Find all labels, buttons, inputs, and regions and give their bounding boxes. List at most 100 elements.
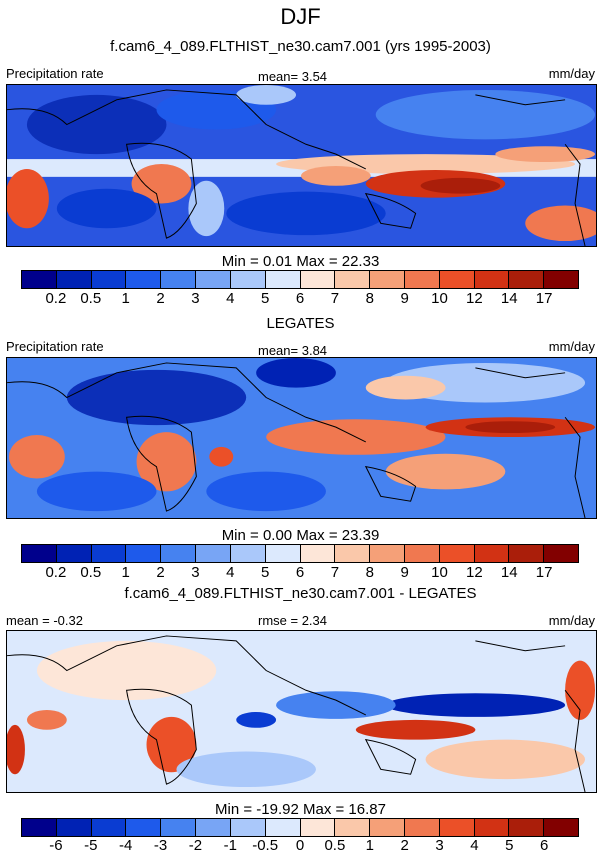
colorbar-swatch [265, 819, 301, 836]
colorbar-tick-label: 6 [295, 290, 305, 307]
panel3-mean-label: mean = -0.32 [6, 613, 83, 628]
colorbar-tick-label: 17 [535, 564, 553, 581]
colorbar-tick-label: 12 [466, 290, 483, 307]
colorbar-tick-label: -0.5 [252, 837, 279, 854]
colorbar-swatch [56, 271, 92, 288]
colorbar-tick-label: 3 [435, 837, 444, 854]
colorbar-tick-label: 4 [226, 564, 235, 581]
panel1-colorbar-ticks: 0.2 0.5 1 2 3 4 5 6 7 8 9 10 12 14 17 [21, 290, 579, 308]
colorbar-tick-label: 14 [500, 564, 518, 581]
colorbar-tick-label: 2 [156, 290, 165, 307]
colorbar-tick-label: 8 [365, 290, 374, 307]
colorbar-tick-label: 3 [191, 290, 200, 307]
panel3-colorbar-ticks: -6 -5 -4 -3 -2 -1 -0.5 0 0.5 1 2 3 4 5 6 [21, 837, 579, 855]
colorbar-swatch [370, 545, 405, 562]
colorbar-swatch [439, 545, 475, 562]
panel2-minmax: Min = 0.00 Max = 23.39 [221, 527, 380, 544]
panel1-colorbar [21, 270, 579, 289]
colorbar-swatch [22, 271, 57, 288]
panel2-units-label: mm/day [548, 339, 595, 354]
panel2-variable-label: Precipitation rate [6, 339, 104, 354]
colorbar-tick-label: 1 [121, 564, 130, 581]
colorbar-tick-label: -4 [118, 837, 133, 854]
colorbar-swatch [230, 271, 266, 288]
colorbar-tick-label: 14 [500, 290, 518, 307]
panel3-map-field [7, 631, 596, 792]
colorbar-swatch [161, 545, 197, 562]
panel2-mean-label: mean= 3.84 [258, 343, 328, 358]
colorbar-tick-label: 1 [121, 290, 130, 307]
colorbar-tick-label: 7 [330, 290, 340, 307]
colorbar-tick-label: 17 [535, 290, 553, 307]
colorbar-swatch [91, 271, 127, 288]
colorbar-swatch [161, 819, 197, 836]
colorbar-swatch [126, 819, 162, 836]
panel1-map-field [7, 85, 596, 246]
colorbar-swatch [370, 819, 405, 836]
colorbar-swatch [230, 819, 266, 836]
colorbar-tick-label: 10 [431, 290, 448, 307]
colorbar-tick-label: 2 [400, 837, 409, 854]
colorbar-swatch [509, 819, 545, 836]
panel2-title: LEGATES [266, 315, 335, 332]
colorbar-swatch [439, 819, 475, 836]
colorbar-tick-label: 0.2 [45, 564, 67, 581]
colorbar-swatch [126, 271, 162, 288]
colorbar-swatch [265, 271, 301, 288]
colorbar-swatch [544, 545, 578, 562]
colorbar-swatch [196, 271, 231, 288]
colorbar-tick-label: 12 [466, 564, 483, 581]
colorbar-swatch [230, 545, 266, 562]
panel1-title: f.cam6_4_089.FLTHIST_ne30.cam7.001 (yrs … [110, 38, 491, 55]
colorbar-swatch [91, 545, 127, 562]
colorbar-swatch [161, 271, 197, 288]
colorbar-swatch [300, 545, 336, 562]
colorbar-tick-label: 0.2 [45, 290, 67, 307]
colorbar-swatch [56, 819, 92, 836]
panel2-colorbar-ticks: 0.2 0.5 1 2 3 4 5 6 7 8 9 10 12 14 17 [21, 564, 579, 582]
colorbar-swatch [474, 271, 510, 288]
colorbar-tick-label: 3 [191, 564, 200, 581]
colorbar-swatch [335, 545, 371, 562]
colorbar-swatch [474, 545, 510, 562]
colorbar-swatch [370, 271, 405, 288]
panel2-map [6, 357, 597, 519]
panel1-variable-label: Precipitation rate [6, 66, 104, 81]
colorbar-swatch [196, 545, 231, 562]
colorbar-tick-label: 6 [539, 837, 549, 854]
colorbar-swatch [300, 819, 336, 836]
panel1-units-label: mm/day [548, 66, 595, 81]
colorbar-tick-label: 9 [400, 564, 409, 581]
colorbar-swatch [265, 545, 301, 562]
colorbar-tick-label: -5 [84, 837, 98, 854]
colorbar-tick-label: 5 [260, 564, 270, 581]
colorbar-tick-label: -6 [49, 837, 63, 854]
colorbar-tick-label: 1 [365, 837, 374, 854]
panel2-map-field [7, 358, 596, 518]
season-title: DJF [280, 4, 321, 29]
colorbar-tick-label: 7 [330, 564, 340, 581]
panel3-rmse-label: rmse = 2.34 [258, 613, 328, 628]
colorbar-tick-label: 10 [431, 564, 448, 581]
colorbar-tick-label: 8 [365, 564, 374, 581]
panel2-colorbar [21, 544, 579, 563]
panel1-minmax: Min = 0.01 Max = 22.33 [221, 253, 380, 270]
colorbar-swatch [509, 271, 545, 288]
colorbar-swatch [404, 819, 440, 836]
colorbar-tick-label: -3 [153, 837, 168, 854]
colorbar-tick-label: 0 [295, 837, 305, 854]
colorbar-swatch [56, 545, 92, 562]
colorbar-swatch [300, 271, 336, 288]
colorbar-tick-label: 9 [400, 290, 409, 307]
colorbar-swatch [439, 271, 475, 288]
colorbar-tick-label: 5 [505, 837, 514, 854]
colorbar-swatch [509, 545, 545, 562]
colorbar-swatch [126, 545, 162, 562]
panel3-units-label: mm/day [548, 613, 595, 628]
panel3-minmax: Min = -19.92 Max = 16.87 [215, 801, 386, 818]
colorbar-tick-label: 0.5 [80, 290, 102, 307]
colorbar-swatch [335, 271, 371, 288]
colorbar-tick-label: 6 [295, 564, 305, 581]
colorbar-tick-label: 5 [260, 290, 270, 307]
panel3-title: f.cam6_4_089.FLTHIST_ne30.cam7.001 - LEG… [124, 585, 477, 602]
